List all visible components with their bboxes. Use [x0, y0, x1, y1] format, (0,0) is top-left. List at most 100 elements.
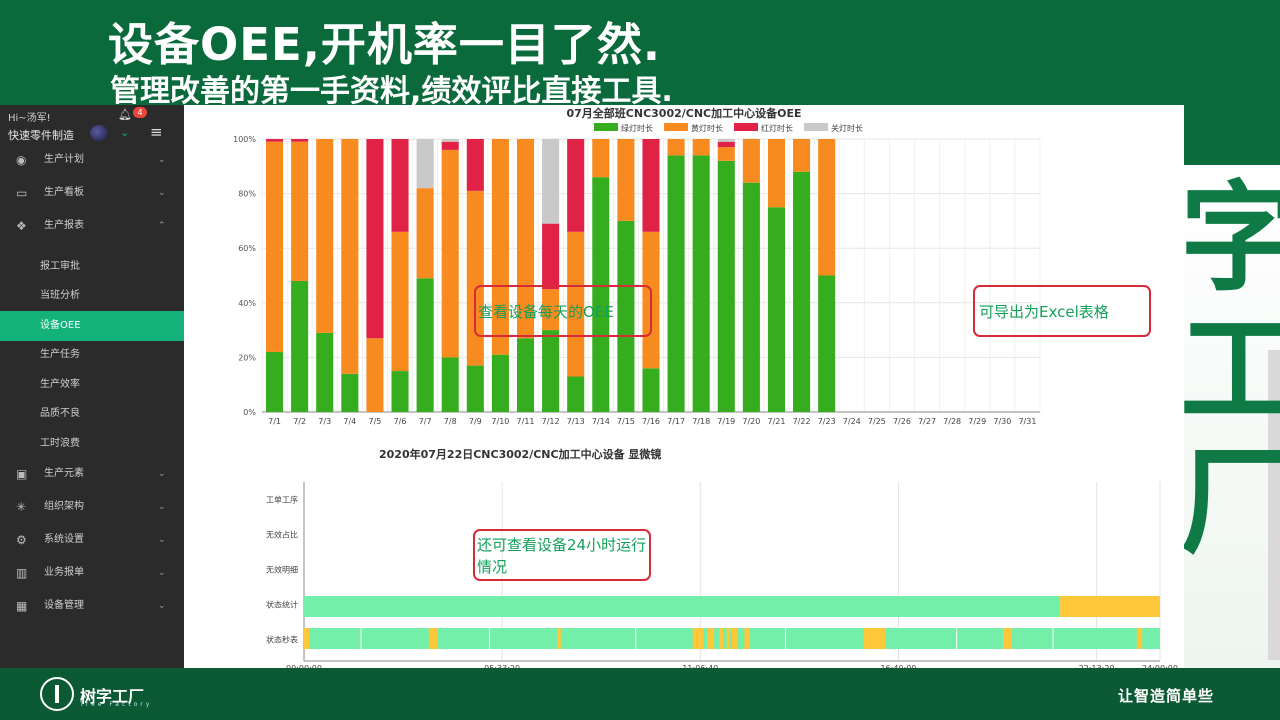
bar-segment — [542, 223, 560, 290]
x-tick-label: 7/27 — [918, 417, 936, 426]
x-tick-label: 7/7 — [419, 417, 432, 426]
x-tick-label: 7/18 — [692, 417, 710, 426]
callout-excel: 可导出为Excel表格 — [973, 285, 1151, 337]
bar-segment — [441, 357, 459, 412]
sidebar-item-label: 系统设置 — [44, 534, 84, 545]
bar-segment — [266, 351, 284, 412]
bar-segment — [592, 139, 610, 178]
row-label: 工单工序 — [266, 495, 298, 505]
bar-segment — [567, 376, 585, 412]
sidebar-item-system-settings[interactable]: ⚙ 系统设置 ⌄ — [0, 525, 184, 555]
x-tick-label: 16:40:00 — [880, 664, 916, 670]
bar-segment — [717, 160, 735, 412]
bar-segment — [667, 139, 685, 156]
sidebar-subitem-shift-analysis[interactable]: 当班分析 — [40, 290, 80, 301]
bar-segment — [466, 365, 484, 412]
bar-segment — [441, 139, 459, 142]
x-tick-label: 7/10 — [491, 417, 509, 426]
x-tick-label: 7/1 — [268, 417, 281, 426]
x-tick-label: 7/11 — [517, 417, 535, 426]
device-icon: ▦ — [16, 599, 28, 613]
sidebar-subitem-production-task[interactable]: 生产任务 — [40, 349, 80, 360]
status-seconds-segment — [744, 628, 750, 649]
bar-segment — [818, 275, 836, 412]
bar-segment — [466, 190, 484, 366]
company-name[interactable]: 快速零件制造 — [8, 129, 74, 142]
footer-brand: 树字工厂 — [80, 687, 145, 706]
bar-segment — [793, 171, 811, 412]
bar-segment — [391, 139, 409, 232]
y-tick-label: 80% — [238, 190, 256, 199]
cube-icon: ▣ — [16, 467, 28, 481]
bar-segment — [341, 139, 359, 374]
bar-segment — [542, 330, 560, 412]
sidebar-item-equipment-management[interactable]: ▦ 设备管理 ⌄ — [0, 591, 184, 621]
x-tick-label: 7/31 — [1018, 417, 1036, 426]
bar-segment — [516, 139, 535, 339]
sidebar-item-production-elements[interactable]: ▣ 生产元素 ⌄ — [0, 459, 184, 489]
status-seconds-segment — [707, 628, 715, 649]
sidebar-subitem-labor-waste[interactable]: 工时浪费 — [40, 438, 80, 449]
sidebar-item-label: 组织架构 — [44, 501, 84, 512]
bar-segment — [316, 139, 334, 333]
status-seconds-segment — [304, 628, 310, 649]
status-seconds-segment — [557, 628, 561, 649]
sidebar-item-production-report[interactable]: ❖ 生产报表 ⌃ — [0, 211, 184, 241]
bell-icon[interactable]: 🔔︎ — [118, 108, 132, 121]
row-label: 无效明细 — [266, 565, 298, 575]
oee-chart: 绿灯时长 黄灯时长 红灯时长 关灯时长 0% 20% 40% 60% 80% 100% 7/1 7/2… — [233, 123, 1041, 426]
x-tick-label: 7/25 — [868, 417, 886, 426]
legend-label: 关灯时长 — [831, 123, 863, 133]
x-tick-label: 7/6 — [394, 417, 407, 426]
row-label: 状态统计 — [266, 600, 298, 610]
x-tick-label: 7/3 — [318, 417, 331, 426]
y-tick-label: 100% — [233, 135, 256, 144]
menu-collapse-icon[interactable]: ≡ — [150, 123, 163, 141]
sidebar-item-production-plan[interactable]: ◉ 生产计划 ⌄ — [0, 145, 184, 175]
bar-segment — [266, 139, 284, 142]
sidebar-item-business-report[interactable]: ▥ 业务报单 ⌄ — [0, 558, 184, 588]
user-greeting: Hi~汤军! — [8, 113, 51, 124]
main-content: 07月全部班CNC3002/CNC加工中心设备OEE 绿灯时长 黄灯时长 红灯时长 关… — [184, 105, 1184, 670]
brand-vertical-text: 树 字 工 厂 — [1180, 40, 1280, 670]
brand-char-1: 树 — [1180, 40, 1280, 175]
sidebar-item-label: 生产看板 — [44, 187, 84, 198]
bar-segment — [416, 139, 434, 189]
sidebar-item-production-board[interactable]: ▭ 生产看板 ⌄ — [0, 178, 184, 208]
sidebar-item-organization[interactable]: ✳ 组织架构 ⌄ — [0, 492, 184, 522]
status-bar-segment — [304, 596, 1061, 617]
x-tick-label: 11:06:40 — [682, 664, 718, 670]
bar-segment — [366, 338, 384, 412]
status-seconds-segment — [863, 628, 886, 649]
sidebar-subitem-production-efficiency[interactable]: 生产效率 — [40, 379, 80, 390]
x-tick-label: 00:00:00 — [286, 664, 322, 670]
chevron-down-icon: ⌄ — [158, 568, 166, 578]
x-tick-label: 7/20 — [742, 417, 760, 426]
bar-segment — [642, 368, 660, 412]
y-tick-label: 60% — [238, 244, 256, 253]
bar-segment — [617, 139, 635, 221]
bar-segment — [642, 139, 660, 232]
bar-segment — [542, 139, 560, 224]
x-tick-label: 7/2 — [293, 417, 306, 426]
sidebar-subitem-report-approval[interactable]: 报工审批 — [40, 261, 80, 272]
bar-segment — [416, 278, 434, 412]
avatar[interactable] — [90, 125, 108, 141]
chevron-up-icon: ⌃ — [158, 221, 166, 231]
timeline-chart-title: 2020年07月22日CNC3002/CNC加工中心设备 显微镜 — [379, 448, 662, 461]
sidebar-subitem-equipment-oee[interactable]: 设备OEE — [0, 311, 184, 341]
sidebar: Hi~汤军! 🔔︎ 4 快速零件制造 ⌄ ≡ ◉ 生产计划 ⌄ ▭ 生产看板 ⌄… — [0, 105, 184, 668]
sidebar-subitem-quality-defect[interactable]: 品质不良 — [40, 408, 80, 419]
right-decor-stripe — [1268, 350, 1280, 660]
chevron-down-icon: ⌄ — [158, 155, 166, 165]
chevron-down-icon[interactable]: ⌄ — [120, 126, 130, 139]
x-tick-label: 7/5 — [368, 417, 381, 426]
x-tick-label: 7/30 — [993, 417, 1011, 426]
bar-segment — [767, 207, 786, 412]
x-tick-label: 7/23 — [818, 417, 836, 426]
legend-swatch — [734, 123, 758, 131]
x-tick-label: 7/29 — [968, 417, 986, 426]
bar-segment — [291, 139, 309, 142]
callout-oee: 查看设备每天的OEE — [474, 285, 652, 337]
